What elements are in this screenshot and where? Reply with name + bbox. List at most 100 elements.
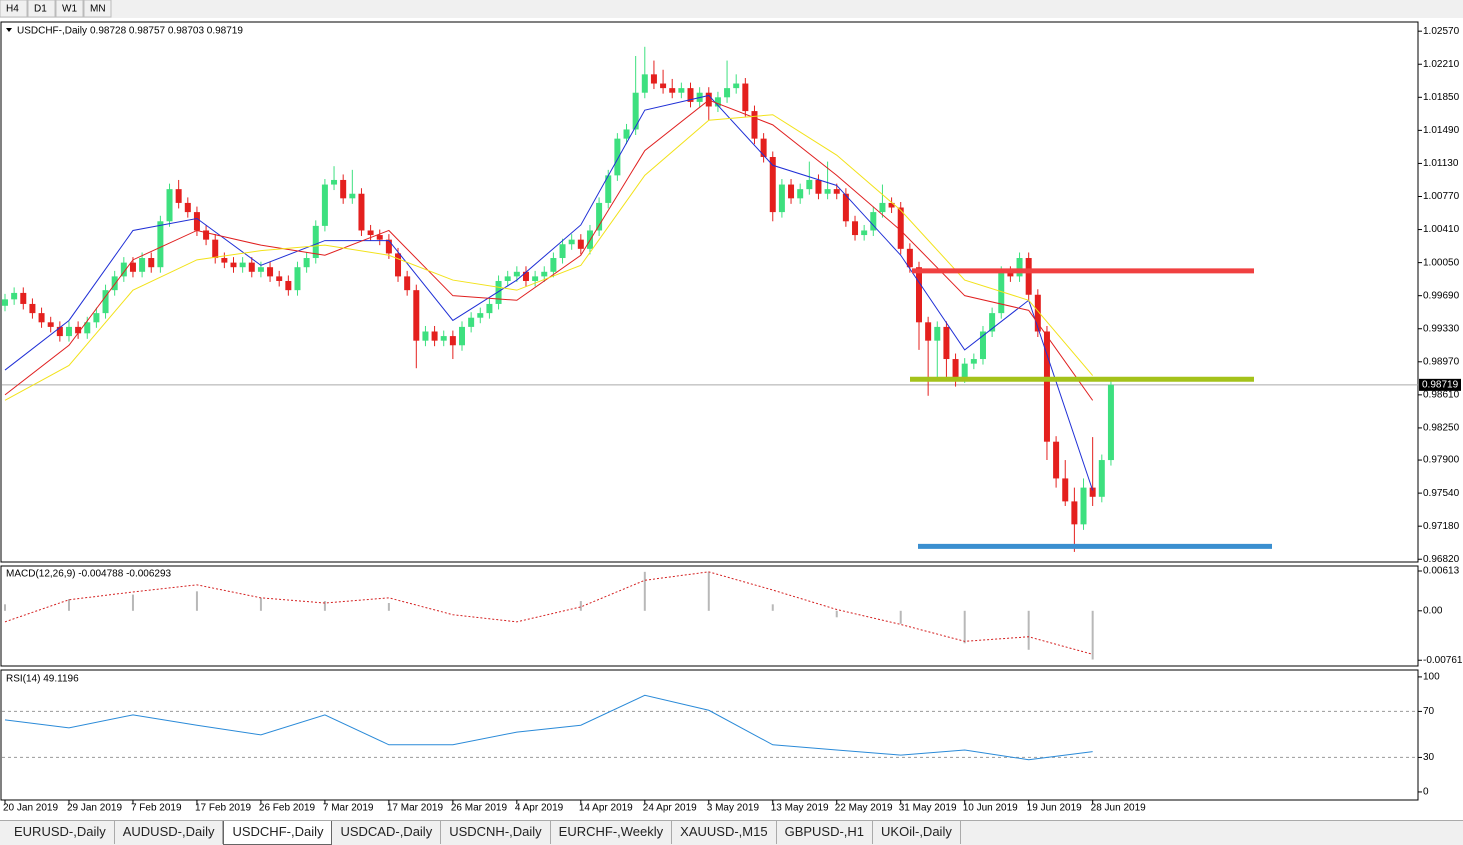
candle-body bbox=[678, 88, 685, 93]
quote-values: 0.98728 0.98757 0.98703 0.98719 bbox=[90, 26, 243, 37]
candle-body bbox=[230, 262, 237, 268]
candle-body bbox=[870, 212, 877, 231]
y-tick-label: 0.99330 bbox=[1423, 323, 1460, 334]
timeframe-label[interactable]: W1 bbox=[62, 4, 77, 15]
timeframe-button[interactable] bbox=[55, 0, 84, 18]
candle-body bbox=[1062, 478, 1069, 502]
candle-body bbox=[212, 239, 219, 259]
candle-body bbox=[970, 359, 977, 364]
candle-body bbox=[842, 193, 849, 222]
candle-body bbox=[468, 317, 475, 327]
candle-body bbox=[1025, 258, 1032, 295]
candle-body bbox=[276, 276, 283, 281]
candle-body bbox=[93, 313, 100, 323]
candle-body bbox=[650, 74, 657, 84]
symbol-tab[interactable]: USDCHF-,Daily bbox=[223, 821, 333, 845]
x-tick-label: 19 Jun 2019 bbox=[1027, 803, 1082, 814]
candle-body bbox=[797, 189, 804, 199]
x-tick-label: 26 Mar 2019 bbox=[451, 803, 508, 814]
candle-body bbox=[257, 267, 264, 272]
candle-body bbox=[459, 326, 465, 346]
symbol-tab[interactable]: XAUUSD-,M15 bbox=[672, 821, 777, 844]
main-frame bbox=[0, 21, 1419, 563]
candle-body bbox=[632, 92, 639, 130]
rsi-line bbox=[4, 694, 1093, 761]
candle-body bbox=[1034, 294, 1041, 332]
x-tick-label: 29 Jan 2019 bbox=[67, 803, 122, 814]
candle-body bbox=[861, 230, 868, 236]
symbol-tab[interactable]: EURUSD-,Daily bbox=[6, 821, 115, 844]
candle-body bbox=[522, 271, 529, 281]
candle-body bbox=[47, 322, 54, 327]
candle-body bbox=[513, 271, 520, 277]
candle-body bbox=[897, 207, 904, 249]
x-tick-label: 17 Mar 2019 bbox=[387, 803, 444, 814]
x-tick-label: 26 Feb 2019 bbox=[259, 803, 316, 814]
signal-line bbox=[4, 571, 1093, 655]
candle-body bbox=[385, 239, 392, 254]
symbol-tab[interactable]: USDCNH-,Daily bbox=[441, 821, 551, 844]
timeframe-button[interactable] bbox=[0, 0, 28, 18]
candle-body bbox=[879, 202, 886, 213]
candle-body bbox=[778, 184, 785, 213]
candle-body bbox=[568, 239, 575, 245]
candle-body bbox=[1080, 487, 1087, 525]
y-tick-label: 1.01130 bbox=[1423, 158, 1459, 169]
candle-body bbox=[477, 313, 484, 318]
candle-body bbox=[38, 313, 45, 323]
candle-body bbox=[760, 138, 767, 157]
y-tick-label: 0.96820 bbox=[1423, 554, 1460, 565]
candle-body bbox=[998, 271, 1005, 314]
timeframe-button[interactable] bbox=[83, 0, 112, 18]
y-tick-label: 1.02570 bbox=[1423, 26, 1460, 37]
candle-body bbox=[75, 326, 82, 334]
candle-body bbox=[961, 363, 968, 378]
symbol-tab[interactable]: GBPUSD-,H1 bbox=[777, 821, 874, 844]
symbol-tab[interactable]: UKOil-,Daily bbox=[873, 821, 961, 844]
rsi-frame bbox=[0, 669, 1419, 801]
candle-body bbox=[2, 299, 8, 306]
y-tick-label: 1.01850 bbox=[1423, 92, 1460, 103]
symbol-tab[interactable]: AUDUSD-,Daily bbox=[115, 821, 224, 844]
candle-body bbox=[943, 326, 950, 360]
candle-body bbox=[550, 258, 557, 272]
candle-body bbox=[449, 336, 456, 346]
candle-body bbox=[952, 359, 959, 378]
candle-body bbox=[175, 189, 182, 203]
x-tick-label: 24 Apr 2019 bbox=[643, 803, 697, 814]
candle-body bbox=[614, 138, 621, 176]
timeframe-button[interactable] bbox=[27, 0, 56, 18]
candle-body bbox=[395, 253, 402, 277]
candle-body bbox=[129, 262, 136, 272]
candle-body bbox=[11, 292, 18, 300]
menu-arrow[interactable] bbox=[6, 28, 12, 32]
price-tag bbox=[1419, 378, 1461, 391]
symbol-tab[interactable]: EURCHF-,Weekly bbox=[551, 821, 673, 844]
timeframe-label[interactable]: H4 bbox=[6, 4, 19, 15]
y-tick-label: 100 bbox=[1423, 672, 1440, 683]
y-tick-label: 1.00050 bbox=[1423, 257, 1460, 268]
timeframe-label[interactable]: D1 bbox=[34, 4, 47, 15]
candle-body bbox=[989, 313, 996, 332]
candle-body bbox=[1007, 271, 1014, 277]
candle-body bbox=[916, 267, 922, 323]
macd-title: MACD(12,26,9) -0.004788 -0.006293 bbox=[6, 569, 172, 580]
y-tick-label: 0 bbox=[1423, 787, 1429, 798]
candle-body bbox=[815, 179, 822, 194]
y-tick-label: 1.02210 bbox=[1423, 59, 1460, 70]
candle-body bbox=[29, 303, 36, 314]
timeframe-label[interactable]: MN bbox=[90, 4, 106, 15]
x-tick-label: 31 May 2019 bbox=[899, 803, 957, 814]
candle-body bbox=[1098, 460, 1105, 497]
candle-body bbox=[1071, 501, 1078, 525]
symbol-tab[interactable]: USDCAD-,Daily bbox=[332, 821, 442, 844]
candle-body bbox=[1089, 487, 1096, 497]
candle-body bbox=[440, 336, 447, 341]
candle-body bbox=[532, 276, 539, 281]
candle-body bbox=[221, 258, 228, 263]
candle-body bbox=[605, 175, 612, 203]
candle-body bbox=[1043, 331, 1050, 442]
y-tick-label: 70 bbox=[1423, 706, 1435, 717]
candle-body bbox=[303, 258, 310, 268]
